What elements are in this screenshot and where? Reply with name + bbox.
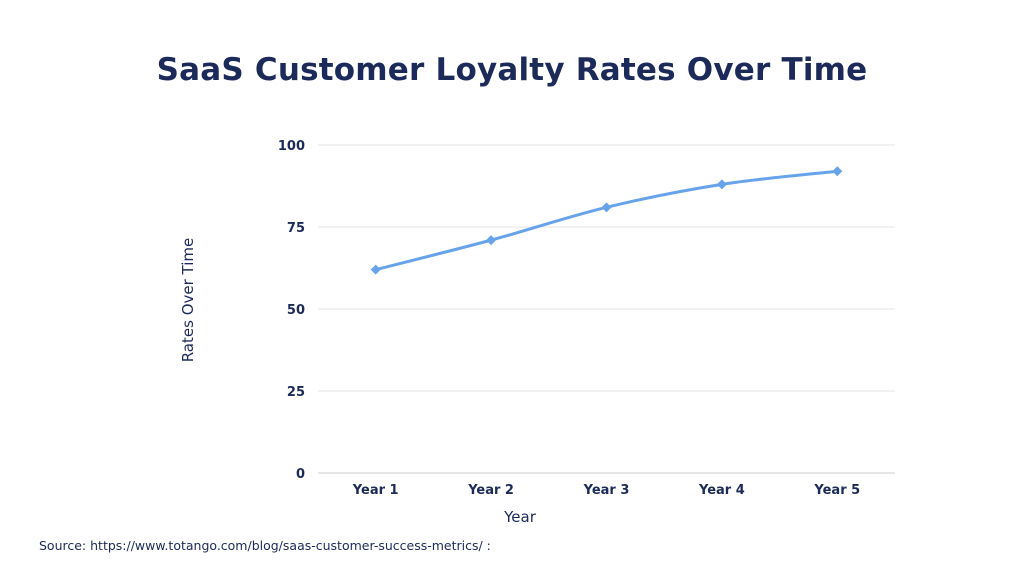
data-point-marker [370,264,381,275]
x-axis-label: Year [503,508,537,526]
chart-title: SaaS Customer Loyalty Rates Over Time [156,52,868,88]
data-point-marker [716,179,727,190]
y-tick-label: 50 [287,303,305,318]
y-axis-label: Rates Over Time [179,238,197,363]
source-note: Source: https://www.totango.com/blog/saa… [39,538,491,553]
data-point-marker [486,235,497,246]
x-axis-ticks: Year 1 Year 2 Year 3 Year 4 Year 5 [352,483,860,498]
y-tick-label: 100 [278,139,305,154]
data-point-marker [601,202,612,213]
gridlines [318,144,895,474]
data-point-marker [832,166,843,177]
y-tick-label: 0 [296,467,305,482]
series-line [374,169,839,272]
x-tick-label: Year 5 [813,483,860,498]
y-axis-ticks: 0 25 50 75 100 [278,139,305,482]
series-group [370,166,843,275]
x-tick-label: Year 3 [583,483,630,498]
x-tick-label: Year 4 [698,483,745,498]
x-tick-label: Year 2 [467,483,514,498]
y-tick-label: 25 [287,385,305,400]
y-tick-label: 75 [287,221,305,236]
x-tick-label: Year 1 [352,483,399,498]
